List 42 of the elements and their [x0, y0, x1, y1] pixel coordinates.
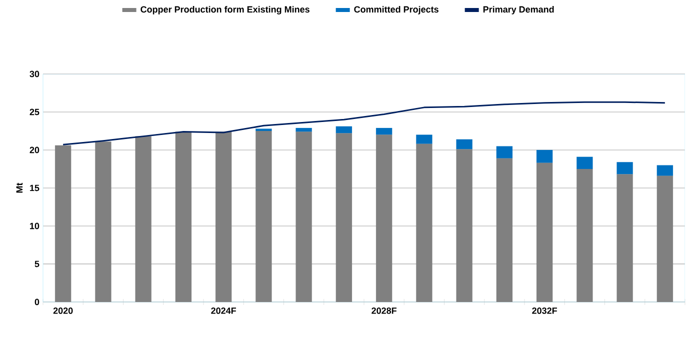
legend-label: Copper Production form Existing Mines: [140, 6, 310, 14]
bar: [336, 133, 352, 302]
bar: [576, 156, 593, 170]
bar: [496, 158, 513, 302]
legend-label: Primary Demand: [483, 6, 554, 14]
bar: [296, 128, 312, 132]
bar: [616, 162, 633, 174]
bar: [215, 132, 232, 302]
bar: [55, 145, 72, 302]
bar: [256, 130, 272, 302]
y-tick-label: 10: [30, 222, 40, 230]
bar: [336, 126, 352, 134]
bar: [496, 146, 513, 158]
bar: [456, 149, 472, 302]
bar: [536, 162, 553, 302]
bar: [416, 144, 432, 302]
bar: [175, 132, 192, 302]
x-tick-label: 2032F: [532, 308, 557, 314]
legend-label: Committed Projects: [354, 6, 438, 14]
y-tick-label: 30: [30, 70, 40, 78]
x-tick-label: 2028F: [372, 308, 396, 314]
bar: [95, 142, 112, 302]
bar: [416, 134, 432, 144]
bar: [296, 132, 312, 302]
y-tick-label: 25: [30, 108, 40, 116]
y-axis-title: Mt: [16, 182, 23, 193]
bar: [135, 136, 152, 302]
bar: [456, 139, 472, 150]
bar: [376, 128, 392, 135]
y-tick-label: 5: [34, 260, 40, 268]
y-tick-label: 20: [30, 146, 40, 154]
x-tick-label: 2024F: [211, 308, 236, 314]
y-tick-label: 0: [34, 298, 40, 306]
bar: [576, 168, 593, 302]
bar: [616, 174, 633, 302]
x-tick-label: 2020: [53, 308, 73, 314]
bar: [536, 150, 553, 163]
line-series: [62, 101, 666, 146]
bar: [656, 176, 674, 302]
y-tick-label: 15: [30, 184, 40, 192]
bar: [656, 165, 674, 176]
bar: [376, 134, 392, 302]
